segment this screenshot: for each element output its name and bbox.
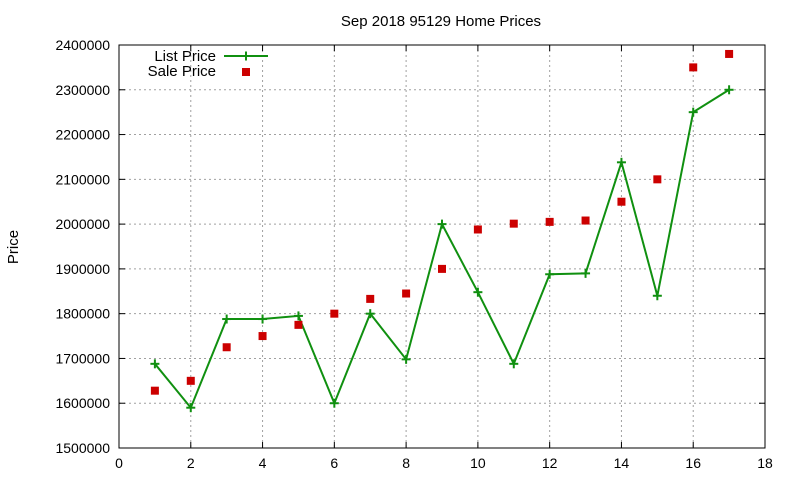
y-tick-label: 1600000 (55, 395, 110, 411)
sale-price-point (150, 386, 159, 395)
y-tick-label: 2400000 (55, 37, 110, 53)
x-tick-label: 14 (614, 455, 630, 471)
sale-price-point (258, 332, 267, 341)
list-price-point (688, 107, 698, 117)
sale-price-point (725, 49, 734, 58)
series-line-list-price (154, 88, 730, 410)
y-tick-label: 1700000 (55, 350, 110, 366)
legend: List Price Sale Price (148, 48, 268, 80)
list-price-point (652, 291, 662, 301)
plot-frame (118, 44, 766, 449)
series-marks (150, 49, 734, 413)
y-axis-title: Price (5, 230, 22, 264)
sale-price-point (438, 264, 446, 273)
sale-price-point (186, 376, 195, 385)
sale-price-point (402, 289, 411, 298)
sale-price-point (689, 63, 698, 72)
list-price-point (401, 354, 411, 364)
y-tick-label: 2100000 (55, 171, 110, 187)
y-tick-label: 1800000 (55, 306, 110, 322)
list-price-point (329, 398, 339, 408)
list-price-point (186, 403, 196, 413)
x-tick-label: 6 (330, 455, 338, 471)
list-price-point (222, 314, 232, 324)
legend-label-list-price: List Price (154, 48, 216, 65)
sale-price-point (653, 175, 662, 184)
list-price-point (437, 219, 447, 229)
y-tick-label: 1900000 (55, 261, 110, 277)
chart-title: Sep 2018 95129 Home Prices (341, 13, 541, 30)
list-price-point (581, 268, 591, 278)
y-tick-label: 2300000 (55, 82, 110, 98)
x-tick-label: 12 (542, 455, 558, 471)
sale-price-point (330, 309, 339, 318)
y-tick-label: 1500000 (55, 440, 110, 456)
x-tick-label: 0 (115, 455, 123, 471)
x-tick-label: 18 (757, 455, 773, 471)
sale-price-point (294, 320, 303, 329)
list-price-point (258, 314, 268, 324)
y-tick-label: 2000000 (55, 216, 110, 232)
y-tick-label: 2200000 (55, 127, 110, 143)
x-tick-label: 16 (685, 455, 701, 471)
list-price-point (365, 309, 375, 319)
axis-ticks: 0 2 4 6 8 10 12 14 16 18 1500000 1600000 1700000 1800… (55, 37, 773, 471)
sale-price-point (473, 225, 482, 234)
sale-price-point (509, 219, 518, 228)
list-price-point (616, 157, 626, 167)
sale-price-point (222, 343, 231, 352)
legend-marker-list-price (241, 51, 251, 61)
list-price-point (473, 287, 483, 297)
legend-label-sale-price: Sale Price (148, 63, 216, 80)
sale-price-point (366, 294, 375, 303)
list-price-point (545, 269, 555, 279)
list-price-point (293, 311, 303, 321)
sale-price-point (545, 217, 554, 226)
sale-price-point (617, 197, 626, 206)
x-tick-label: 10 (470, 455, 486, 471)
list-price-point (724, 85, 734, 95)
list-price-point (509, 359, 519, 369)
x-tick-label: 2 (187, 455, 195, 471)
x-tick-label: 4 (259, 455, 267, 471)
sale-price-point (581, 216, 590, 225)
x-tick-label: 8 (402, 455, 410, 471)
list-price-point (150, 359, 160, 369)
legend-marker-sale-price (242, 68, 250, 76)
grid-lines (119, 45, 765, 448)
